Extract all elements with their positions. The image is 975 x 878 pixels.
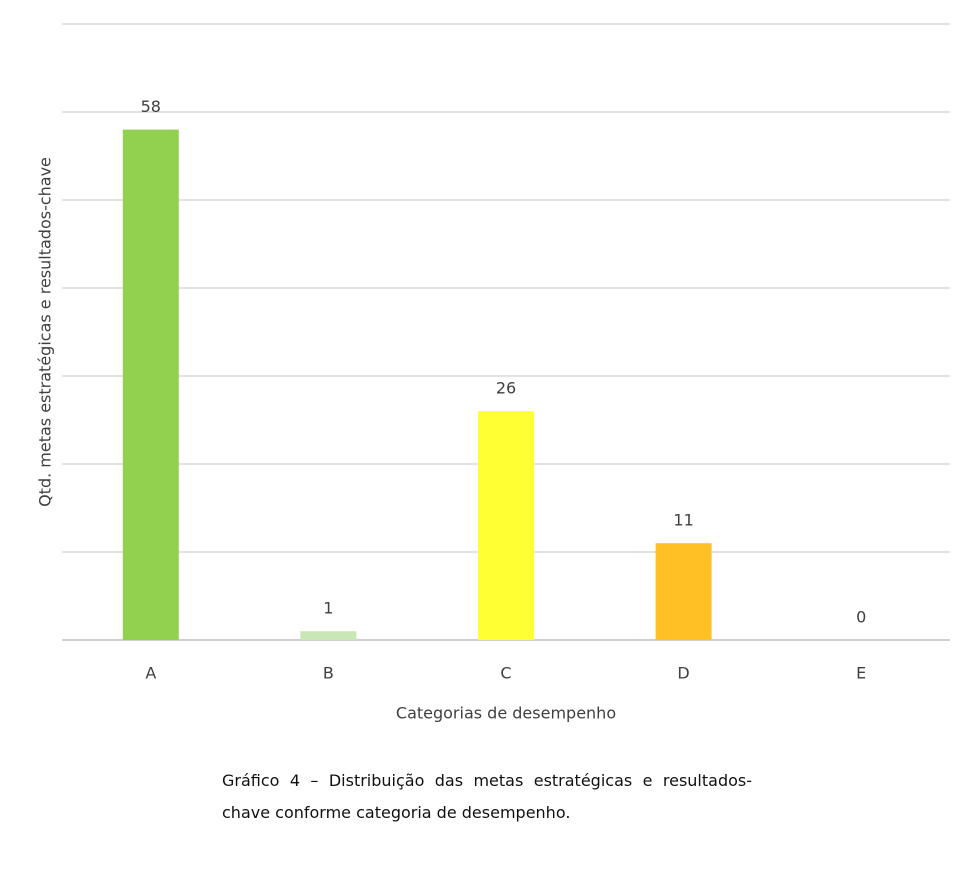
value-label: 11 bbox=[673, 511, 693, 530]
value-label: 26 bbox=[496, 379, 516, 398]
value-label: 1 bbox=[323, 599, 333, 618]
x-tick-label: B bbox=[323, 664, 334, 683]
chart: Categorias de desempenho Qtd. metas estr… bbox=[36, 23, 950, 723]
value-label: 0 bbox=[856, 608, 866, 627]
y-axis-label: Qtd. metas estratégicas e resultados-cha… bbox=[36, 157, 55, 507]
bar bbox=[122, 129, 179, 640]
bar bbox=[478, 411, 534, 640]
bar bbox=[655, 543, 712, 640]
x-tick-label: E bbox=[856, 664, 866, 683]
x-tick-label: D bbox=[677, 664, 689, 683]
x-tick-label: C bbox=[500, 664, 511, 683]
x-axis-label: Categorias de desempenho bbox=[396, 704, 616, 723]
caption: Gráfico 4 – Distribuição das metas estra… bbox=[222, 771, 752, 822]
bar bbox=[300, 631, 357, 640]
x-tick-label: A bbox=[145, 664, 156, 683]
value-label: 58 bbox=[141, 97, 161, 116]
